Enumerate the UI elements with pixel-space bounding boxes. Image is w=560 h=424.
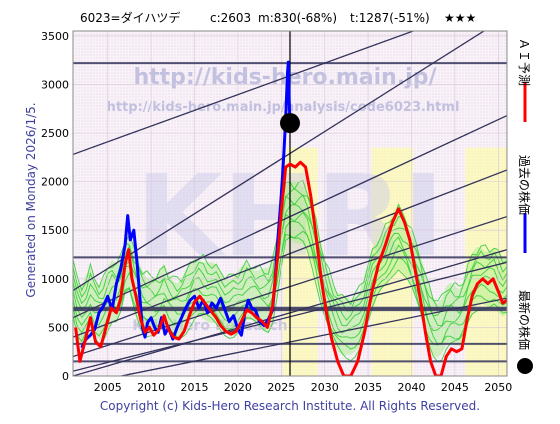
x-tick-label-1: 2010 (137, 381, 165, 394)
legend-swatch-latest (517, 358, 533, 374)
horizontal-levels (73, 31, 507, 376)
x-tick-label-6: 2035 (354, 381, 382, 394)
x-tick-label-8: 2045 (441, 381, 469, 394)
y-tick-label-6: 3000 (41, 78, 69, 91)
header-target: t:1287(-51%) (350, 11, 430, 25)
x-tick-label-5: 2030 (311, 381, 339, 394)
legend-ai-label: ＡＩ予測 (517, 38, 531, 86)
legend-past-label: 過去の株価 (517, 155, 532, 215)
header-min: m:830(-68%) (258, 11, 337, 25)
y-tick-label-1: 500 (48, 321, 69, 334)
x-tick-label-0: 2005 (94, 381, 122, 394)
x-tick-label-2: 2015 (181, 381, 209, 394)
x-tick-label-3: 2020 (224, 381, 252, 394)
y-axis-ticks: 0 500 1000 1500 2000 2500 3000 3500 (41, 30, 69, 383)
generated-date-label: Generated on Monday 2026/1/5. (24, 102, 38, 297)
legend: ＡＩ予測 過去の株価 最新の株価 (517, 38, 533, 374)
series-layer (74, 60, 507, 376)
copyright-footer: Copyright (c) Kids-Hero Research Institu… (100, 399, 480, 413)
y-tick-label-2: 1000 (41, 273, 69, 286)
y-tick-label-3: 1500 (41, 224, 69, 237)
header-rating-stars: ★★★ (444, 11, 476, 25)
series-ai-forecast (74, 160, 507, 376)
y-tick-label-7: 3500 (41, 30, 69, 43)
x-tick-label-7: 2040 (398, 381, 426, 394)
plot-border (72, 30, 508, 377)
header-close: c:2603 (210, 11, 251, 25)
latest-price-marker (280, 113, 300, 134)
y-tick-label-5: 2500 (41, 127, 69, 140)
markers-layer (280, 113, 300, 134)
x-tick-label-9: 2050 (484, 381, 512, 394)
x-axis-ticks: 2005 2010 2015 2020 2025 2030 2035 2040 2045 2050 (94, 381, 513, 394)
x-tick-label-4: 2025 (267, 381, 295, 394)
header-ticker: 6023=ダイハツデ (80, 10, 180, 25)
y-tick-label-4: 2000 (41, 176, 69, 189)
y-tick-label-0: 0 (62, 370, 69, 383)
plot-area: KHRI http://kids-hero.main.jp/ http://ki… (73, 31, 507, 376)
legend-latest-label: 最新の株価 (517, 290, 532, 350)
watermark-url-small: http://kids-hero.main.jp/analysis/code60… (107, 100, 460, 115)
